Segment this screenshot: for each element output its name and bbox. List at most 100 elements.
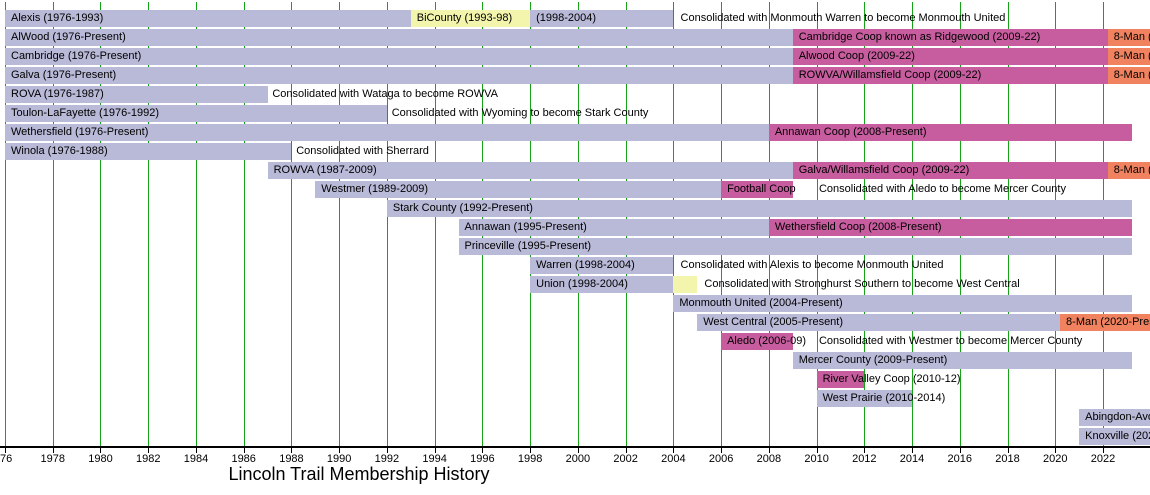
gridline-1988 [291, 2, 293, 446]
x-tick-2012 [864, 448, 866, 453]
bar-alexis-member: (1998-2004) [530, 10, 674, 27]
bar-label: Galva/Willamsfield Coop (2009-22) [798, 164, 970, 176]
x-tick-2014 [912, 448, 914, 453]
consolidation-note-aledo: Consolidated with Westmer to become Merc… [818, 335, 1083, 347]
x-tick-1988 [291, 448, 293, 453]
bar-alexis-member: Alexis (1976-1993) [5, 10, 411, 27]
bar-wethersfield-coop: Annawan Coop (2008-Present) [768, 124, 1132, 141]
x-tick-1984 [195, 448, 197, 453]
consolidation-note-alexis: Consolidated with Monmouth Warren to bec… [680, 12, 1006, 24]
bar-annawan-member: Annawan (1995-Present) [458, 219, 769, 236]
bar-label: Warren (1998-2004) [536, 259, 635, 271]
x-tick-2002 [625, 448, 627, 453]
x-tick-1992 [386, 448, 388, 453]
bar-label: Union (1998-2004) [536, 278, 628, 290]
x-tick-2022 [1103, 448, 1105, 453]
x-tick-label-1978: 1978 [40, 453, 65, 465]
bar-river-valley-coop: River Valley Coop (2010-12) [816, 371, 961, 388]
x-tick-label-1976: 76 [0, 453, 13, 465]
bar-label: Football Coop [727, 183, 796, 195]
consolidation-note-toulon-lafayette: Consolidated with Wyoming to become Star… [391, 107, 649, 119]
x-tick-1990 [339, 448, 341, 453]
bar-alwood-coop: Cambridge Coop known as Ridgewood (2009-… [792, 29, 1108, 46]
x-tick-label-2004: 2004 [661, 453, 686, 465]
x-tick-1998 [530, 448, 532, 453]
bar-label: Wethersfield (1976-Present) [11, 126, 149, 138]
bar-label: Cambridge (1976-Present) [11, 50, 142, 62]
x-tick-1980 [100, 448, 102, 453]
bar-label: ROWVA (1987-2009) [273, 164, 377, 176]
x-tick-label-1998: 1998 [517, 453, 543, 465]
consolidation-note-union: Consolidated with Stronghurst Southern t… [704, 278, 1020, 290]
bar-label: Mercer County (2009-Present) [798, 354, 948, 366]
x-tick-1986 [243, 448, 245, 453]
bar-winola-member: Winola (1976-1988) [5, 143, 292, 160]
x-tick-2006 [721, 448, 723, 453]
gridline-1980 [100, 2, 102, 446]
gridline-1986 [243, 2, 245, 446]
x-tick-label-2002: 2002 [613, 453, 638, 465]
chart-title: Lincoln Trail Membership History [228, 464, 490, 484]
bar-label: Cambridge Coop known as Ridgewood (2009-… [798, 31, 1041, 43]
bar-label: 8-Man (2 [1113, 31, 1150, 43]
bar-label: AlWood (1976-Present) [11, 31, 126, 43]
bar-label: Galva (1976-Present) [11, 69, 117, 81]
bar-galva-member: Galva (1976-Present) [5, 67, 793, 84]
x-tick-2010 [816, 448, 818, 453]
bar-label: River Valley Coop (2010-12) [822, 373, 961, 385]
gridline-1992 [386, 2, 388, 446]
bar-alwood-member: AlWood (1976-Present) [5, 29, 793, 46]
gridline-1994 [434, 2, 436, 446]
gridline-1990 [339, 2, 341, 446]
bar-label: Knoxville (202 [1085, 430, 1150, 442]
x-tick-label-1994: 1994 [422, 453, 447, 465]
bar-toulon-lafayette-member: Toulon-LaFayette (1976-1992) [5, 105, 387, 122]
gridline-1978 [52, 2, 54, 446]
bar-label: Winola (1976-1988) [11, 145, 108, 157]
x-tick-1994 [434, 448, 436, 453]
bar-label: Alexis (1976-1993) [11, 12, 104, 24]
bar-galva-eightman: 8-Man (2 [1107, 67, 1150, 84]
x-tick-label-2000: 2000 [565, 453, 591, 465]
gridline-1982 [148, 2, 150, 446]
x-tick-label-1986: 1986 [231, 453, 256, 465]
x-tick-1978 [52, 448, 54, 453]
bar-princeville-member: Princeville (1995-Present) [458, 238, 1132, 255]
bar-galva-coop: ROWVA/Willamsfield Coop (2009-22) [792, 67, 1108, 84]
bar-label: Alwood Coop (2009-22) [798, 50, 915, 62]
bar-cambridge-eightman: 8-Man (2 [1107, 48, 1150, 65]
bar-label: (1998-2004) [536, 12, 597, 24]
bar-westmer-member: Westmer (1989-2009) [315, 181, 722, 198]
bar-label: Stark County (1992-Present) [392, 202, 533, 214]
gridline-1976 [5, 2, 6, 446]
bar-west-prairie-member: West Prairie (2010-2014) [816, 390, 945, 407]
bar-label: ROWVA/Willamsfield Coop (2009-22) [798, 69, 982, 81]
bar-alexis-merger: BiCounty (1993-98) [410, 10, 531, 27]
bar-label: 8-Man (2 [1113, 69, 1150, 81]
bar-label: ROVA (1976-1987) [11, 88, 104, 100]
bar-label: BiCounty (1993-98) [416, 12, 513, 24]
bar-west-central-eightman: 8-Man (2020-Prese [1060, 314, 1150, 331]
bar-label: Westmer (1989-2009) [321, 183, 429, 195]
x-tick-label-1980: 1980 [88, 453, 113, 465]
x-tick-label-2018: 2018 [995, 453, 1020, 465]
x-tick-1996 [482, 448, 484, 453]
bar-rowva-coop: Galva/Willamsfield Coop (2009-22) [792, 162, 1108, 179]
bar-label: 8-Man (2 [1113, 50, 1150, 62]
bar-label: West Prairie (2010-2014) [822, 392, 946, 404]
bar-label: Princeville (1995-Present) [464, 240, 592, 252]
bar-rova-member: ROVA (1976-1987) [5, 86, 268, 103]
x-tick-2016 [959, 448, 961, 453]
x-tick-2004 [673, 448, 675, 453]
bar-label: Annawan Coop (2008-Present) [774, 126, 927, 138]
x-tick-label-1988: 1988 [279, 453, 304, 465]
x-tick-label-2016: 2016 [947, 453, 973, 465]
bar-west-central-member: West Central (2005-Present) [697, 314, 1061, 331]
x-tick-2008 [768, 448, 770, 453]
bar-label: Abingdon-Avo [1085, 411, 1150, 423]
x-tick-label-2008: 2008 [756, 453, 782, 465]
x-tick-label-2006: 2006 [708, 453, 734, 465]
bar-cambridge-coop: Alwood Coop (2009-22) [792, 48, 1108, 65]
x-tick-2018 [1007, 448, 1009, 453]
bar-warren-member: Warren (1998-2004) [530, 257, 674, 274]
